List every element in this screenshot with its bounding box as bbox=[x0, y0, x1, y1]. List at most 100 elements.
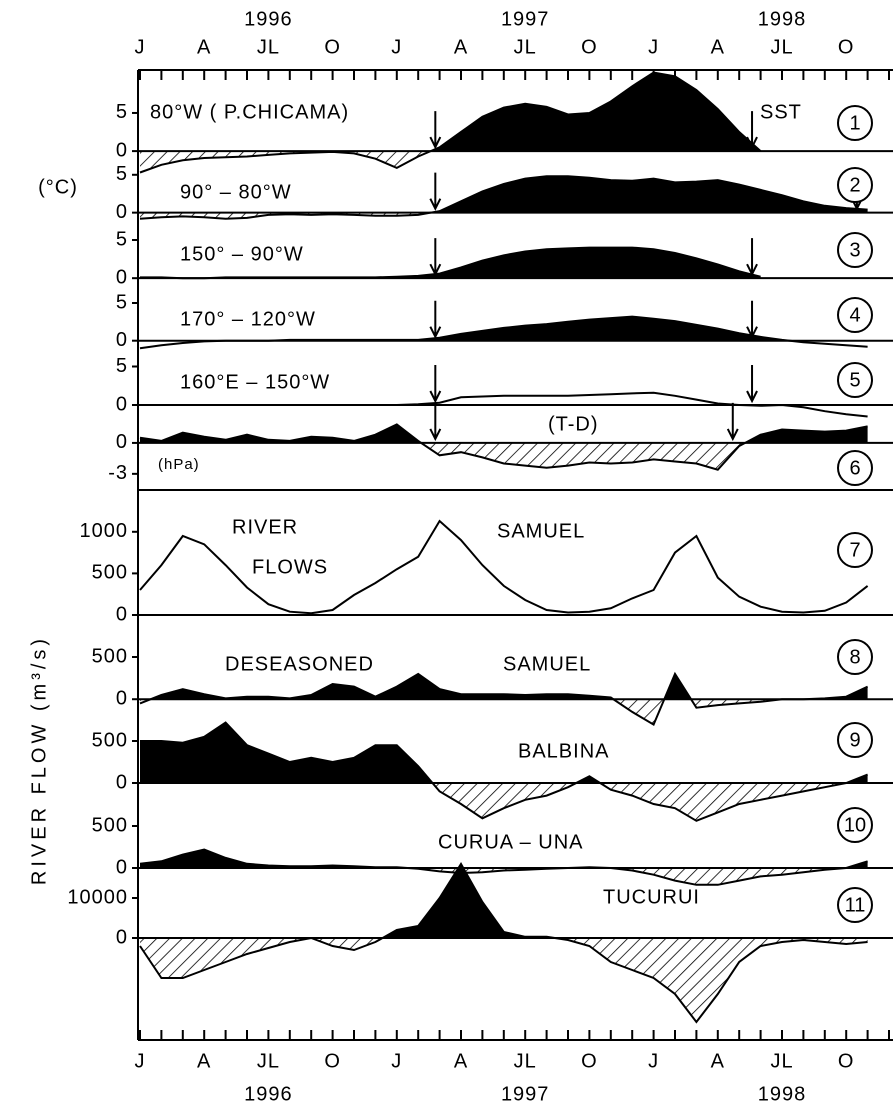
panel-number-circle bbox=[837, 232, 873, 268]
series-line bbox=[140, 246, 761, 280]
negative-hatch bbox=[140, 699, 782, 725]
panel-label: (T-D) bbox=[548, 413, 599, 435]
y-tick-label: 0 bbox=[116, 329, 128, 351]
y-tick-label: 10000 bbox=[67, 886, 128, 908]
x-tick-label: A bbox=[197, 36, 211, 58]
x-tick-label: J bbox=[391, 1050, 402, 1072]
panel-label: 150° – 90°W bbox=[180, 243, 304, 265]
x-tick-label: JL bbox=[257, 1050, 280, 1072]
panel-label: 170° – 120°W bbox=[180, 308, 316, 330]
x-tick-label: O bbox=[324, 1050, 341, 1072]
panel-label: SAMUEL bbox=[497, 520, 585, 542]
y-tick-label: 0 bbox=[116, 431, 128, 453]
y-tick-label: 0 bbox=[116, 771, 128, 793]
panel-number: 2 bbox=[849, 174, 860, 196]
x-tick-label: JL bbox=[770, 36, 793, 58]
panel-number-circle bbox=[837, 807, 873, 843]
x-tick-label: O bbox=[581, 1050, 598, 1072]
panel-number-circle bbox=[837, 639, 873, 675]
temp-unit: (°C) bbox=[38, 176, 78, 198]
year-label: 1996 bbox=[244, 8, 293, 30]
panel-label: 160°E – 150°W bbox=[180, 371, 330, 393]
onset-arrow bbox=[429, 365, 442, 404]
series-line bbox=[139, 848, 868, 886]
series-line bbox=[139, 423, 868, 471]
series-line bbox=[139, 862, 868, 1024]
panel-label: 90° – 80°W bbox=[180, 181, 292, 203]
x-tick-label: J bbox=[391, 36, 402, 58]
y-tick-label: 0 bbox=[116, 139, 128, 161]
panel-label: (hPa) bbox=[158, 456, 200, 473]
positive-fill bbox=[140, 849, 868, 868]
panel-number: 9 bbox=[849, 729, 860, 751]
panel-number: 1 bbox=[849, 112, 860, 134]
negative-hatch bbox=[140, 868, 868, 885]
panel-label: TUCURUI bbox=[603, 886, 700, 908]
y-tick-label: 5 bbox=[116, 291, 128, 313]
series-line bbox=[140, 391, 868, 418]
x-tick-label: O bbox=[838, 36, 855, 58]
y-tick-label: 0 bbox=[116, 201, 128, 223]
positive-fill bbox=[140, 424, 868, 443]
x-tick-label: A bbox=[711, 1050, 725, 1072]
x-tick-label: J bbox=[135, 1050, 146, 1072]
onset-arrow bbox=[429, 300, 442, 339]
panel-number-circle bbox=[837, 167, 873, 203]
y-tick-label: 500 bbox=[92, 645, 128, 667]
panel-label: DESEASONED bbox=[225, 653, 374, 675]
onset-arrow bbox=[746, 300, 758, 339]
series-line bbox=[139, 671, 869, 727]
panel-number: 8 bbox=[849, 646, 860, 668]
panel-label: CURUA – UNA bbox=[438, 831, 583, 853]
negative-hatch bbox=[140, 151, 431, 173]
series-line bbox=[140, 721, 868, 822]
x-tick-label: O bbox=[838, 1050, 855, 1072]
onset-arrow bbox=[746, 111, 758, 150]
river-axis-title: RIVER FLOW (m³/s) bbox=[28, 635, 50, 885]
panel-number-circle bbox=[837, 105, 873, 141]
x-tick-label: A bbox=[454, 36, 468, 58]
y-tick-label: 0 bbox=[116, 688, 128, 710]
panel-label: RIVER bbox=[232, 516, 298, 538]
positive-fill bbox=[140, 673, 868, 700]
panel-number: 3 bbox=[849, 239, 860, 261]
x-tick-label: JL bbox=[257, 36, 280, 58]
y-tick-label: 0 bbox=[116, 266, 128, 288]
y-tick-label: -3 bbox=[108, 462, 128, 484]
onset-arrow bbox=[746, 365, 758, 404]
x-tick-label: J bbox=[648, 36, 659, 58]
x-tick-label: JL bbox=[514, 36, 537, 58]
panel-number: 11 bbox=[845, 894, 866, 916]
positive-fill bbox=[268, 316, 790, 341]
y-tick-label: 0 bbox=[116, 926, 128, 948]
panel-label: SAMUEL bbox=[503, 653, 591, 675]
panel-number: 7 bbox=[849, 539, 860, 561]
year-label: 1997 bbox=[501, 8, 550, 30]
panel-number: 10 bbox=[844, 814, 866, 836]
x-tick-label: JL bbox=[514, 1050, 537, 1072]
year-label: 1998 bbox=[758, 1083, 807, 1105]
y-tick-label: 5 bbox=[116, 228, 128, 250]
onset-arrow bbox=[429, 402, 442, 442]
panel-label: BALBINA bbox=[518, 740, 609, 762]
onset-arrow bbox=[429, 172, 442, 211]
positive-fill bbox=[140, 722, 868, 783]
series-line bbox=[139, 315, 868, 350]
onset-arrow bbox=[726, 402, 739, 442]
year-label: 1998 bbox=[758, 8, 807, 30]
panel-number-circle bbox=[837, 532, 873, 568]
x-tick-label: A bbox=[454, 1050, 468, 1072]
negative-hatch bbox=[140, 783, 868, 821]
series-line bbox=[139, 175, 868, 220]
x-tick-label: O bbox=[581, 36, 598, 58]
x-tick-label: A bbox=[711, 36, 725, 58]
panel-number: 6 bbox=[849, 457, 860, 479]
positive-fill bbox=[140, 247, 761, 279]
series-line bbox=[139, 71, 762, 174]
year-label: 1997 bbox=[501, 1083, 550, 1105]
y-tick-label: 500 bbox=[92, 729, 128, 751]
positive-fill bbox=[140, 176, 868, 213]
x-tick-label: J bbox=[648, 1050, 659, 1072]
panel-number-circle bbox=[837, 297, 873, 333]
